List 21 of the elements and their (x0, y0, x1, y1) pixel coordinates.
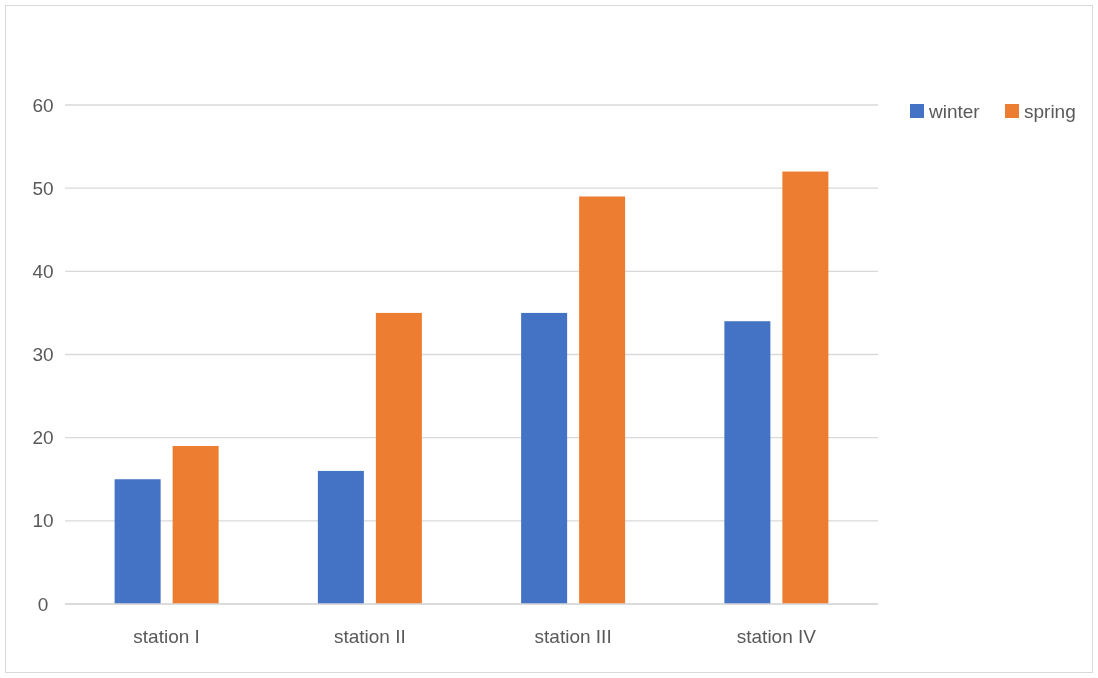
y-tick-label: 20 (32, 427, 54, 449)
legend-label: winter (928, 100, 981, 122)
bar (579, 196, 626, 604)
y-tick-label: 30 (32, 344, 54, 366)
legend-label: spring (1024, 100, 1076, 122)
bar (317, 470, 364, 604)
bar (375, 312, 422, 604)
x-tick-label: station I (133, 625, 200, 647)
y-tick-label: 60 (32, 94, 54, 116)
bar (724, 321, 771, 604)
x-tick-label: station II (333, 625, 406, 647)
bar (172, 445, 219, 604)
y-tick-label: 0 (37, 593, 49, 615)
bar (521, 312, 568, 604)
x-tick-label: station IV (736, 625, 817, 647)
y-tick-label: 10 (32, 510, 54, 532)
bar (782, 171, 829, 604)
y-tick-label: 50 (32, 177, 54, 199)
bar (114, 479, 161, 604)
x-tick-label: station III (534, 625, 612, 647)
y-tick-label: 40 (32, 260, 54, 282)
